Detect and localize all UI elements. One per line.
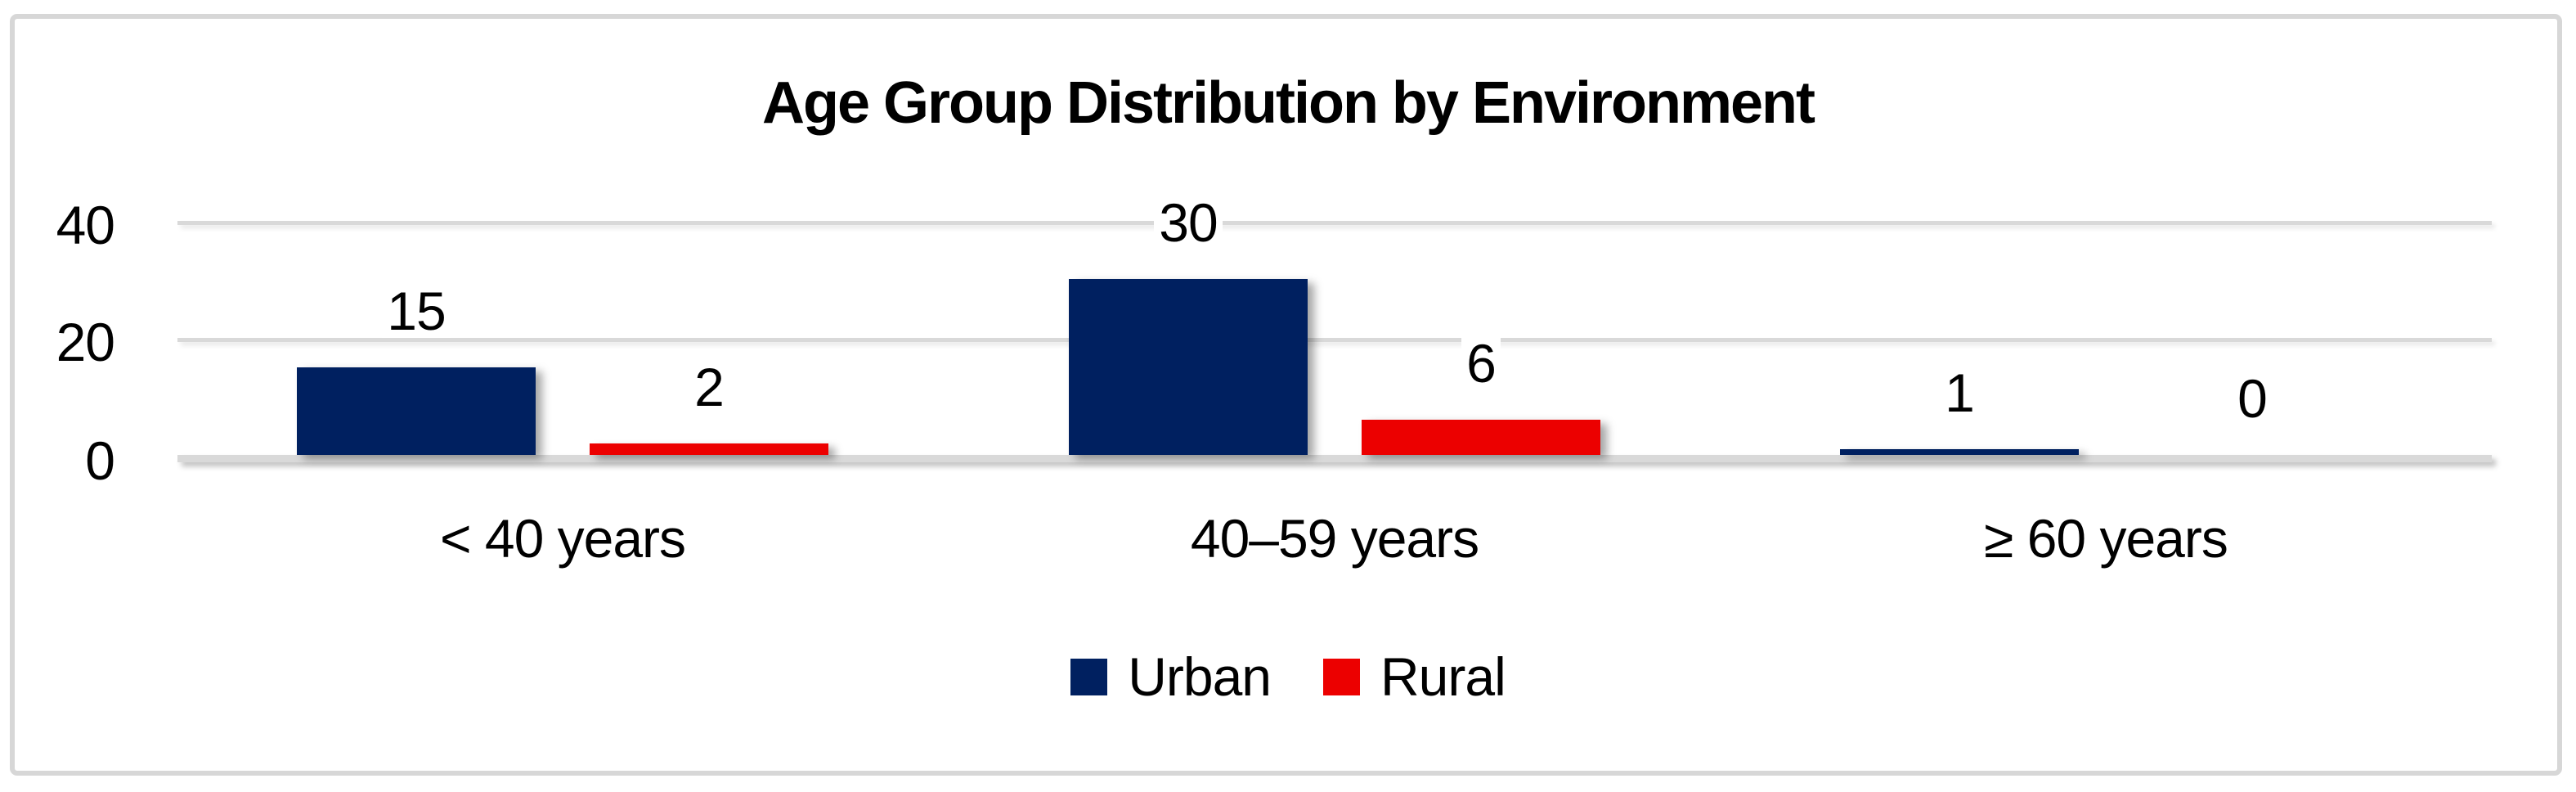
- data-label-urban-2: 1: [1837, 366, 2082, 420]
- data-label-text: 30: [1154, 196, 1223, 250]
- legend-swatch-urban: [1070, 658, 1108, 695]
- x-axis-line: [177, 455, 2492, 462]
- bar-urban-1: [1069, 279, 1308, 455]
- gridline-40: [177, 221, 2492, 225]
- gridline-20: [177, 338, 2492, 342]
- legend-label-urban: Urban: [1128, 646, 1272, 707]
- legend-item-urban: Urban: [1070, 640, 1272, 713]
- category-label-2: ≥ 60 years: [1984, 508, 2228, 569]
- y-tick-label-20: 20: [56, 311, 115, 372]
- category-label-0: < 40 years: [439, 508, 686, 569]
- data-label-text: 15: [382, 284, 451, 338]
- y-tick-label-0: 0: [85, 430, 115, 491]
- bar-urban-2: [1840, 449, 2079, 455]
- data-label-text: 2: [689, 360, 729, 414]
- bar-rural-1: [1362, 420, 1600, 455]
- y-tick-label-40: 40: [56, 194, 115, 255]
- data-label-text: 0: [2233, 371, 2272, 425]
- data-label-text: 6: [1461, 336, 1501, 390]
- legend-item-rural: Rural: [1323, 640, 1506, 713]
- bar-rural-0: [590, 443, 828, 455]
- data-label-rural-0: 2: [586, 360, 832, 414]
- legend: Urban Rural: [0, 640, 2576, 713]
- legend-label-rural: Rural: [1380, 646, 1506, 707]
- bar-urban-0: [297, 367, 536, 455]
- category-label-1: 40–59 years: [1190, 508, 1479, 569]
- data-label-rural-2: 0: [2129, 371, 2375, 425]
- data-label-urban-1: 30: [1066, 196, 1311, 250]
- legend-swatch-rural: [1323, 658, 1361, 695]
- data-label-rural-1: 6: [1358, 336, 1604, 390]
- data-label-text: 1: [1940, 366, 1979, 420]
- chart-title: Age Group Distribution by Environment: [761, 70, 1815, 136]
- data-label-urban-0: 15: [294, 284, 539, 338]
